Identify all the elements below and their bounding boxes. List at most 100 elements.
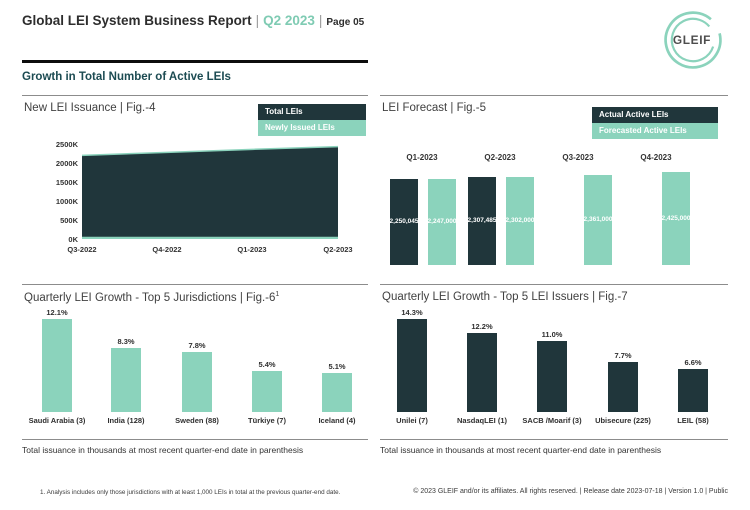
x-axis-tick: Q3-2022 [67,245,97,254]
bar-turkiye [252,370,282,412]
report-header: Global LEI System Business Report | Q2 202… [22,13,364,28]
separator: | [318,13,323,28]
bar-column: 8.3% [111,337,141,412]
y-axis-tick: 2500K [55,140,78,149]
fig7-panel: Quarterly LEI Growth - Top 5 LEI Issuers… [380,284,728,456]
bar-column: 7.8% [182,341,212,412]
separator: | [255,13,260,28]
category-label: Q4-2023 [640,153,672,162]
bar-column: 5.4% [252,359,282,412]
fig6-title-text: Quarterly LEI Growth - Top 5 Jurisdictio… [24,291,276,304]
x-axis-tick: Q2-2023 [323,245,353,254]
bar-column: 7.7% [608,351,638,412]
logo-text: GLEIF [673,33,711,47]
bar-column: 14.3% [397,308,427,412]
bar-ubisecure [608,361,638,412]
bar-sweden [182,352,212,412]
bar-value-label: 2,302,000 [505,217,535,225]
bar-saudi-arabia [42,319,72,412]
fig6-panel: Quarterly LEI Growth - Top 5 Jurisdictio… [22,284,368,456]
bar-column: 11.0% [537,329,567,412]
legend-item-forecasted-active-leis: Forecasted Active LEIs [592,123,718,139]
total-leis-area [82,146,338,239]
category-label: Türkiye (7) [248,416,286,425]
category-label: India (128) [107,416,145,425]
fig6-title: Quarterly LEI Growth - Top 5 Jurisdictio… [24,291,279,304]
page-number: Page 05 [326,17,365,28]
gleif-logo: GLEIF [664,11,722,69]
bar-iceland [322,372,352,412]
legend-item-newly-issued-leis: Newly Issued LEIs [258,120,366,136]
bar-india [111,348,141,412]
bar-unilei [397,319,427,412]
bar-forecast-q1-2023: 2,247,000 [427,178,457,265]
bar-value-label: 11.0% [541,329,563,339]
category-label: Iceland (4) [318,416,356,425]
fig7-note: Total issuance in thousands at most rece… [380,439,728,455]
bar-forecast-q2-2023: 2,302,000 [505,176,535,265]
legend-item-total-leis: Total LEIs [258,104,366,120]
bar-column: 6.6% [678,358,708,412]
category-label: Saudi Arabia (3) [28,416,86,425]
y-axis-tick: 1000K [55,197,78,206]
bar-value-label: 2,361,000 [583,216,613,224]
bar-value-label: 14.3% [401,308,423,317]
logo-outer-ring [664,11,722,69]
copyright: © 2023 GLEIF and/or its affiliates. All … [413,488,728,495]
bar-value-label: 12.1% [46,308,68,317]
section-title: Growth in Total Number of Active LEIs [22,71,231,83]
fig5-title: LEI Forecast | Fig.-5 [382,102,486,114]
x-axis-tick: Q1-2023 [237,245,267,254]
bar-value-label: 2,250,045 [389,218,419,226]
bar-value-label: 5.4% [258,359,276,369]
fig4-legend: Total LEIs Newly Issued LEIs [258,104,366,136]
bar-column: 12.2% [467,322,497,412]
bar-value-label: 12.2% [471,321,493,331]
report-period: Q2 2023 [263,13,315,28]
category-label: LEIL (58) [677,416,709,425]
bar-actual-q2-2023: 2,307,485 [467,176,497,265]
bar-value-label: 7.8% [188,341,206,350]
bar-value-label: 5.1% [328,361,346,371]
bar-value-label: 2,307,485 [467,217,497,225]
fig5-legend: Actual Active LEIs Forecasted Active LEI… [592,107,718,139]
category-label: SACB /Moarif (3) [522,416,582,425]
bar-sacb-moarif [537,340,567,412]
bar-value-label: 8.3% [117,337,135,347]
fig6-footnote-marker: 1 [275,291,280,298]
report-title: Global LEI System Business Report [22,13,252,28]
x-axis-tick: Q4-2022 [152,245,182,254]
category-label: Sweden (88) [175,416,219,425]
bar-leil [678,369,708,412]
bar-actual-q1-2023: 2,250,045 [389,178,419,265]
footnote: 1. Analysis includes only those jurisdic… [40,489,341,496]
category-label: Q3-2023 [562,153,594,162]
category-label: Q2-2023 [484,153,516,162]
bar-nasdaqlei [467,332,497,412]
legend-item-actual-active-leis: Actual Active LEIs [592,107,718,123]
y-axis-tick: 500K [60,216,78,225]
fig4-panel: New LEI Issuance | Fig.-4 Total LEIs New… [22,95,368,273]
y-axis-tick: 1500K [55,178,78,187]
category-label: Q1-2023 [406,153,438,162]
category-label: Ubisecure (225) [595,416,651,425]
category-label: NasdaqLEI (1) [456,416,507,425]
fig4-area-chart [82,144,338,239]
bar-value-label: 6.6% [684,358,702,368]
fig4-title: New LEI Issuance | Fig.-4 [24,102,156,114]
fig6-note: Total issuance in thousands at most rece… [22,439,368,455]
y-axis-tick: 2000K [55,159,78,168]
header-divider [22,60,368,63]
total-leis-top-line [82,147,338,156]
category-label: Unilei (7) [396,416,428,425]
bar-column: 5.1% [322,362,352,412]
bar-value-label: 2,247,000 [427,218,457,226]
fig7-title: Quarterly LEI Growth - Top 5 LEI Issuers… [382,291,628,303]
y-axis-tick: 0K [68,235,78,244]
bar-forecast-q3-2023: 2,361,000 [583,174,613,265]
newly-issued-leis-area [82,236,338,239]
bar-value-label: 2,425,000 [661,215,691,222]
bar-column: 12.1% [42,308,72,412]
fig5-panel: LEI Forecast | Fig.-5 Actual Active LEIs… [380,95,728,273]
